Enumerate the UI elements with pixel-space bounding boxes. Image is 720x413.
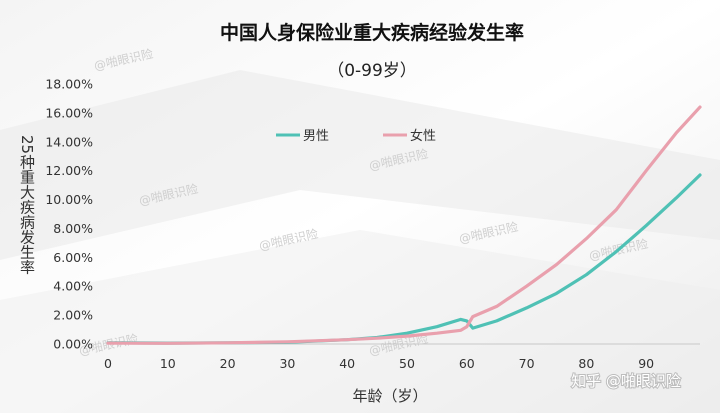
credit-watermark: 知乎 @啪眼识险 [571, 372, 681, 390]
legend-label-male: 男性 [303, 129, 329, 144]
x-tick-label: 90 [638, 356, 654, 371]
legend-label-female: 女性 [410, 128, 436, 144]
y-tick-label: 8.00% [53, 221, 93, 236]
series-layer [106, 105, 702, 345]
y-tick-label: 6.00% [53, 250, 93, 265]
x-tick-label: 60 [459, 356, 475, 371]
y-tick-label: 16.00% [45, 105, 93, 120]
x-tick-label: 80 [578, 356, 594, 371]
y-axis-ticks: 0.00% 2.00% 4.00% 6.00% 8.00% 10.00% 12.00% 14.… [45, 77, 93, 352]
series-line-female [106, 105, 702, 345]
x-tick-label: 70 [519, 356, 535, 371]
y-axis-label: 25种重大疾病发生率 [18, 135, 36, 274]
y-tick-label: 12.00% [45, 163, 93, 178]
x-tick-label: 40 [339, 356, 355, 371]
y-tick-label: 14.00% [45, 134, 93, 149]
chart-subtitle: （0-99岁） [327, 61, 417, 81]
x-tick-label: 20 [220, 356, 236, 371]
y-tick-label: 0.00% [53, 337, 93, 352]
chart-title: 中国人身保险业重大疾病经验发生率 [220, 21, 524, 44]
background-band [0, 70, 720, 260]
y-tick-label: 10.00% [45, 192, 93, 207]
x-axis-ticks: 0 10 20 30 40 50 60 70 80 90 [104, 356, 654, 371]
x-tick-label: 10 [160, 356, 176, 371]
y-tick-label: 18.00% [45, 77, 93, 92]
x-tick-label: 30 [279, 356, 295, 371]
x-tick-label: 50 [399, 356, 415, 371]
y-tick-label: 2.00% [53, 308, 93, 323]
legend: 男性 女性 [276, 128, 436, 144]
y-tick-label: 4.00% [53, 279, 93, 294]
x-tick-label: 0 [104, 356, 112, 371]
x-axis-label: 年龄（岁） [352, 387, 427, 405]
